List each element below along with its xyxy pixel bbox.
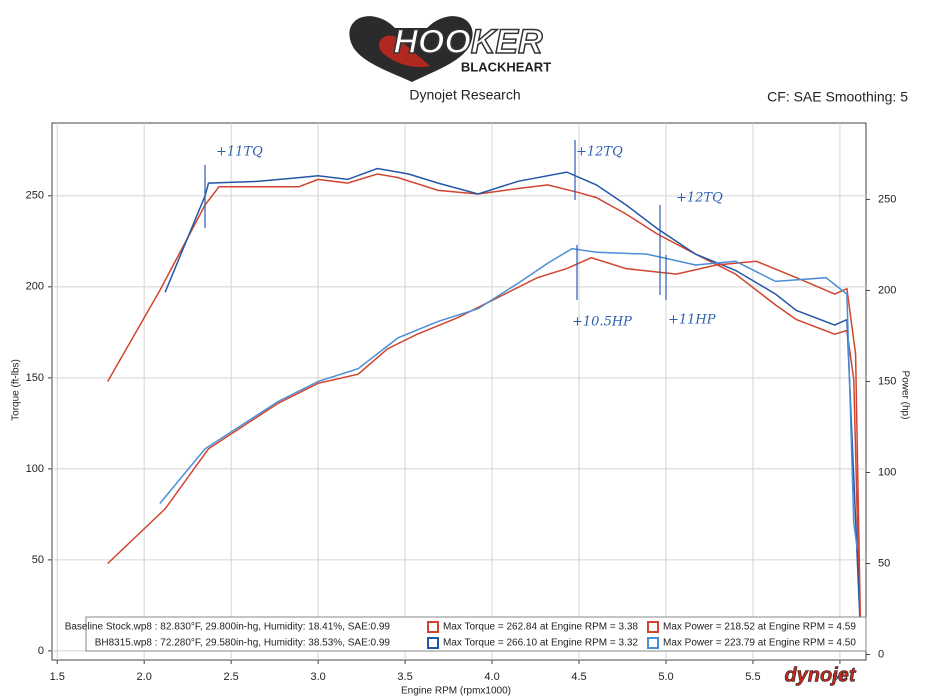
y-tick-label: 200 [26,281,44,293]
annotation: +11HP [668,313,716,328]
y2-tick-label: 150 [878,375,896,387]
header-right: CF: SAE Smoothing: 5 [767,89,908,105]
legend-power: Max Power = 223.79 at Engine RPM = 4.50 [663,638,856,649]
grid: 1.5 2.0 2.5 3.0 3.5 4.0 4.5 5.0 5.5 6.0 0 50 100 150 2… [26,123,896,683]
series-line [164,167,862,641]
legend-swatch [647,621,659,633]
x-tick-label: 5.0 [658,671,673,683]
y-tick-label: 0 [38,645,44,657]
x-tick-label: 4.5 [571,671,586,683]
x-tick-label: 4.0 [484,671,499,683]
legend-box [85,616,867,652]
y2-tick-label: 0 [878,648,884,660]
watermark: dynojet [784,664,856,686]
x-tick-label: 3.0 [310,671,325,683]
x-tick-label: 3.5 [397,671,412,683]
annotations: +11TQ +12TQ +12TQ +10.5HP +11HP [204,140,723,330]
legend-swatch [427,621,439,633]
y-tick-label: 250 [26,190,44,202]
y2-axis-label: Power (hp) [899,371,910,420]
series-line [107,173,862,642]
y-tick-label: 150 [26,372,44,384]
y2-tick-label: 200 [878,284,896,296]
logo-main: HOOKER [393,23,543,61]
x-tick-label: 5.5 [745,671,760,683]
header-left: Dynojet Research [409,87,520,103]
legend-torque: Max Torque = 262.84 at Engine RPM = 3.38 [443,622,638,633]
logo-heart [349,16,473,82]
legend-file: Baseline Stock.wp8 : 82.830°F, 29.800in-… [65,622,391,633]
logo-flame [379,35,430,68]
annotation: +12TQ [676,191,723,206]
plot-frame [51,122,867,661]
series-line [107,256,862,644]
annotation: +10.5HP [572,315,632,330]
y-tick-label: 50 [32,554,44,566]
logo: HOOKER BLACKHEART [349,16,551,82]
y2-tick-label: 100 [878,466,896,478]
x-tick-label: 6.0 [832,671,847,683]
x-axis-label: Engine RPM (rpmx1000) [401,686,511,697]
annotation: +11TQ [216,145,263,160]
plot-lines [107,167,862,644]
legend-power: Max Power = 218.52 at Engine RPM = 4.59 [663,622,856,633]
legend-file: BH8315.wp8 : 72.280°F, 29.580in-hg, Humi… [95,638,391,649]
y-axis-label: Torque (ft-lbs) [11,359,22,421]
legend-swatch [647,637,659,649]
x-tick-label: 2.0 [137,671,152,683]
y-tick-label: 100 [26,463,44,475]
y2-tick-label: 50 [878,557,890,569]
legend-swatch [427,637,439,649]
series-line [159,247,859,550]
legend-torque: Max Torque = 266.10 at Engine RPM = 3.32 [443,638,638,649]
x-tick-label: 1.5 [50,671,65,683]
x-tick-label: 2.5 [224,671,239,683]
logo-sub: BLACKHEART [461,59,551,74]
legend: Baseline Stock.wp8 : 82.830°F, 29.800in-… [65,616,867,652]
y2-tick-label: 250 [878,193,896,205]
annotation: +12TQ [576,145,623,160]
